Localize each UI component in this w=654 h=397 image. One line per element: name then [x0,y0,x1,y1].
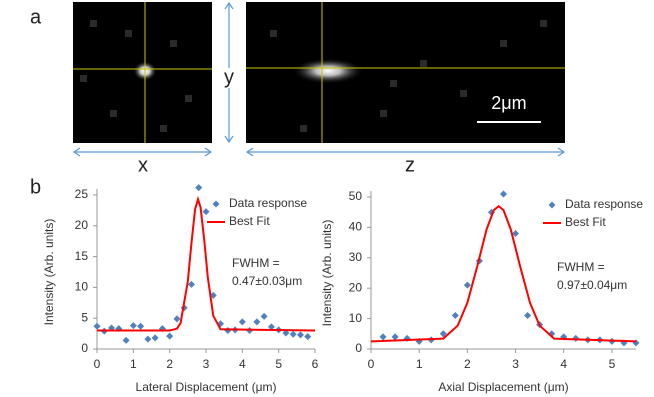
data-point [144,336,151,343]
y-tick-label: 20 [349,280,363,294]
data-point [253,318,260,325]
y-tick-label: 0 [355,341,362,355]
x-axis-title: Lateral Displacement (μm) [136,380,277,394]
data-point [123,337,130,344]
y-tick-label: 15 [75,249,89,263]
y-tick-label: 5 [81,310,88,324]
legend-label: Best Fit [565,215,606,229]
data-point [130,322,137,329]
data-point [203,208,210,215]
x-tick-label: 2 [166,357,173,371]
annotation: FWHM = [557,260,605,274]
data-point [137,323,144,330]
x-tick-label: 1 [130,357,137,371]
data-point [261,313,268,320]
data-point [195,184,202,191]
data-point [297,331,304,338]
x-tick-label: 0 [94,357,101,371]
data-point [188,281,195,288]
legend-swatch [549,202,556,209]
x-tick-label: 5 [275,357,282,371]
data-point [173,315,180,322]
x-tick-label: 0 [368,357,375,371]
data-point [94,323,101,330]
y-tick-label: 10 [349,311,363,325]
y-tick-label: 30 [349,250,363,264]
data-point [224,327,231,334]
xy-image [73,2,212,143]
y-label: y [224,66,234,88]
data-point [500,190,507,197]
y-axis-title: Intensity (Arb. units) [320,220,334,327]
legend-label: Data response [565,197,643,211]
y-axis-title: Intensity (Arb. units) [42,219,56,326]
x-tick-label: 4 [239,357,246,371]
legend-swatch [213,201,220,208]
annotation: 0.97±0.04μm [557,278,627,292]
y-tick-label: 40 [349,220,363,234]
y-tick-label: 25 [75,187,89,201]
x-axis-title: Axial Displacement (μm) [438,380,568,394]
data-point [239,318,246,325]
data-point [166,333,173,340]
data-point [380,333,387,340]
y-tick-label: 0 [81,341,88,355]
legend-label: Data response [229,196,307,210]
data-point [452,312,459,319]
x-tick-label: 2 [464,357,471,371]
legend-label: Best Fit [229,214,270,228]
z-label: z [405,154,415,176]
y-tick-label: 50 [349,189,363,203]
fit-line [97,199,315,330]
annotation: 0.47±0.03μm [232,274,302,288]
y-tick-label: 20 [75,218,89,232]
x-tick-label: 5 [609,357,616,371]
x-tick-label: 4 [560,357,567,371]
x-tick-label: 3 [203,357,210,371]
data-point [392,333,399,340]
data-point [152,334,159,341]
data-point [464,282,471,289]
figure: a 2μm x y y z b 05101520250123456Lateral… [0,0,654,397]
scale-bar-label: 2μm [491,93,526,113]
data-point [524,312,531,319]
y-tick-label: 10 [75,280,89,294]
x-tick-label: 6 [312,357,319,371]
x-tick-label: 1 [416,357,423,371]
annotation: FWHM = [232,256,280,270]
xz-image: 2μm [246,2,565,143]
data-point [304,333,311,340]
data-point [290,331,297,338]
panel-label: b [30,176,41,198]
x-label: x [138,154,148,176]
panel-label: a [30,6,42,28]
x-tick-label: 3 [512,357,519,371]
